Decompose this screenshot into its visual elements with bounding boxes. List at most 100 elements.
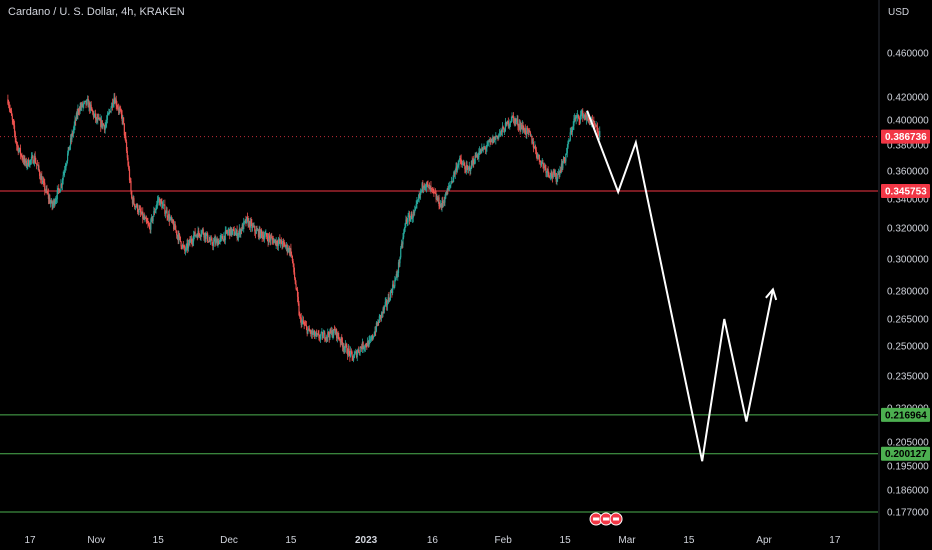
candle-body (160, 199, 162, 203)
candle-body (302, 320, 304, 322)
candle-body (357, 349, 359, 354)
candle-body (59, 190, 61, 193)
candle-body (459, 157, 462, 160)
candle-body (348, 348, 350, 352)
candle-body (593, 124, 596, 126)
candle-body (207, 241, 209, 243)
candle-body (131, 191, 133, 199)
candle-body (16, 142, 18, 146)
candle-body (330, 330, 333, 333)
candle-body (532, 141, 534, 144)
price-axis[interactable]: USD 0.460000 0.420000 0.400000 0.380000 0.360… (878, 0, 929, 550)
candle-body (288, 247, 290, 251)
price-tag-bg (881, 407, 930, 422)
candle-body (409, 217, 411, 222)
candle-body (546, 171, 548, 174)
candle-body (58, 189, 61, 193)
candle-body (10, 111, 13, 116)
candle-body (486, 146, 488, 149)
candle-body (564, 159, 566, 162)
candle-body (571, 130, 573, 132)
candle-body (414, 207, 417, 211)
candle-body (496, 135, 498, 137)
candle-body (107, 113, 109, 115)
candle-body (393, 286, 395, 288)
horizontal-levels (0, 136, 878, 513)
candle-body (49, 197, 51, 204)
candle-body (169, 218, 171, 221)
candle-body (102, 124, 104, 127)
candle-body (170, 217, 173, 221)
candle-body (538, 154, 540, 161)
flag-icon[interactable] (609, 512, 623, 526)
candle-body (324, 332, 326, 340)
candle-body (87, 98, 89, 108)
candle-body (61, 184, 63, 185)
candle-body (324, 339, 327, 341)
candle-body (549, 176, 551, 177)
candle-body (62, 175, 64, 181)
candle-body (139, 209, 142, 213)
candle-body (251, 222, 253, 229)
candle-body (418, 194, 420, 199)
candle-body (230, 227, 232, 235)
candle-body (150, 219, 152, 230)
candle-body (453, 172, 456, 175)
candle-body (494, 136, 496, 140)
candle-body (400, 247, 402, 258)
candle-body (408, 215, 410, 217)
candle-body (464, 165, 466, 170)
event-icons[interactable] (589, 512, 623, 526)
candle-body (89, 102, 91, 111)
candle-body (65, 164, 67, 168)
candle-body (258, 228, 260, 237)
candle-body (285, 244, 288, 247)
candle-body (301, 321, 303, 325)
candle-body (322, 334, 324, 339)
projection-path[interactable] (586, 110, 778, 462)
candle-body (575, 117, 577, 120)
candle-body (353, 354, 355, 358)
candle-body (352, 357, 355, 361)
candle-body (86, 99, 88, 105)
candle-body (502, 126, 504, 129)
candle-body (72, 129, 75, 134)
candle-body (57, 188, 59, 191)
candle-body (463, 163, 465, 166)
candle-body (347, 348, 349, 356)
candle-body (573, 118, 575, 126)
flag-icon[interactable] (589, 512, 603, 526)
candle-body (115, 99, 117, 106)
price-tick-label: 0.460000 (887, 49, 929, 60)
candle-body (291, 255, 293, 262)
time-tick-label: Nov (87, 535, 105, 546)
candle-body (22, 159, 24, 162)
candle-body (100, 118, 102, 127)
candle-body (184, 246, 186, 251)
candle-body (414, 210, 416, 213)
candle-body (428, 184, 431, 190)
candle-body (123, 117, 125, 124)
price-tag: 0.345753 (881, 183, 930, 198)
candle-body (248, 221, 250, 226)
candle-body (417, 200, 419, 202)
candle-body (415, 204, 417, 208)
candle-body (378, 321, 380, 323)
candle-body (513, 118, 515, 124)
candle-body (254, 231, 257, 234)
candle-body (165, 213, 167, 214)
candle-body (569, 132, 571, 141)
candle-body (149, 226, 151, 230)
candle-body (438, 197, 440, 207)
candle-body (355, 351, 358, 358)
candle-body (431, 188, 434, 190)
candle-body (68, 147, 70, 150)
time-axis[interactable]: 17 Nov 15 Dec 15 2023 16 Feb 15 Mar 15 Apr 17 (24, 535, 840, 546)
candle-body (318, 333, 320, 338)
candle-body (302, 320, 305, 324)
candle-body (242, 224, 244, 230)
candle-body (119, 108, 121, 110)
candle-body (565, 153, 568, 155)
time-tick-label: Dec (220, 535, 238, 546)
